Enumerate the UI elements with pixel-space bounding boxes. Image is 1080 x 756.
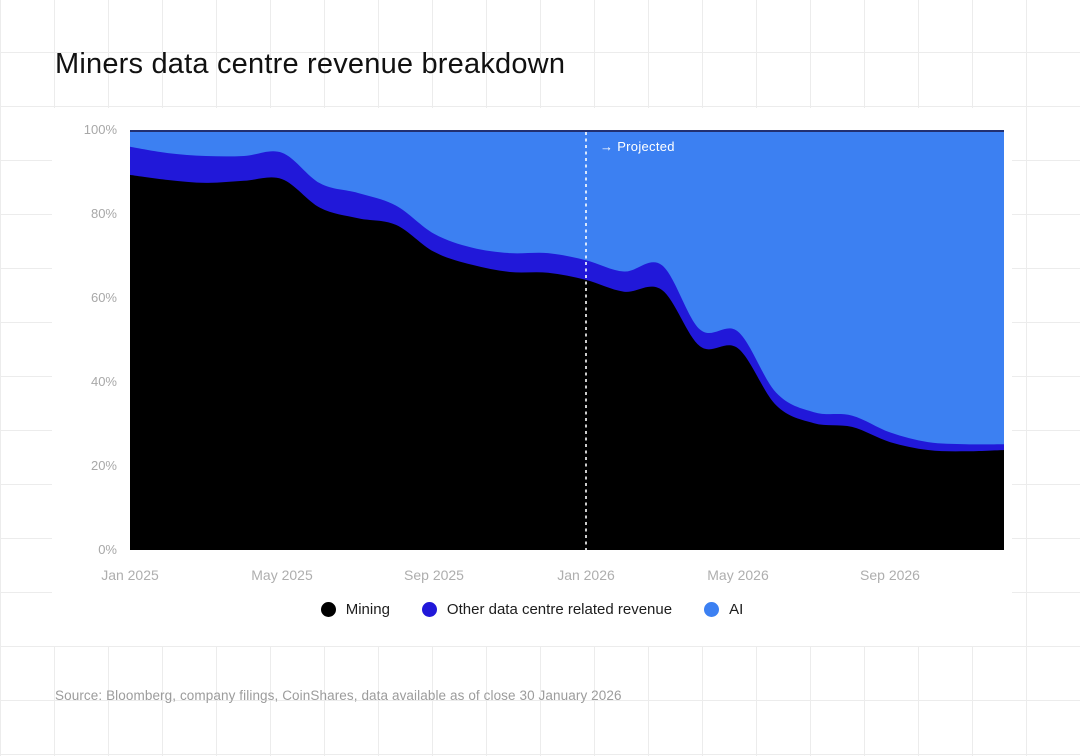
x-tick-label: May 2025 xyxy=(251,567,313,583)
x-tick-label: Jan 2026 xyxy=(557,567,615,583)
legend-label: Other data centre related revenue xyxy=(446,601,673,618)
plot-top-edge xyxy=(130,130,1004,132)
legend-swatch-icon xyxy=(421,602,437,617)
plot-area xyxy=(130,130,1004,550)
chart-title: Miners data centre revenue breakdown xyxy=(55,48,566,80)
legend-item-ai: AI xyxy=(704,601,743,618)
y-tick-label: 0% xyxy=(98,542,117,557)
y-tick-label: 60% xyxy=(90,290,117,305)
y-tick-label: 40% xyxy=(90,374,117,389)
projected-label: → Projected xyxy=(600,139,675,154)
legend: Mining Other data centre related revenue A… xyxy=(52,601,1012,618)
legend-label: Mining xyxy=(345,601,390,618)
x-tick-label: Jan 2025 xyxy=(101,567,159,583)
source-note: Source: Bloomberg, company filings, Coin… xyxy=(55,688,622,703)
y-tick-label: 80% xyxy=(90,206,117,221)
legend-label: AI xyxy=(729,601,744,618)
legend-item-mining: Mining xyxy=(320,601,390,618)
x-tick-label: Sep 2026 xyxy=(860,567,920,583)
legend-swatch-icon xyxy=(704,602,720,617)
y-tick-label: 20% xyxy=(90,458,117,473)
x-tick-label: Sep 2025 xyxy=(404,567,464,583)
mining-area xyxy=(130,174,1004,550)
legend-swatch-icon xyxy=(320,602,336,617)
x-tick-label: May 2026 xyxy=(707,567,769,583)
legend-item-other-data-centre-related-revenue: Other data centre related revenue xyxy=(421,601,673,618)
y-tick-label: 100% xyxy=(83,122,117,137)
